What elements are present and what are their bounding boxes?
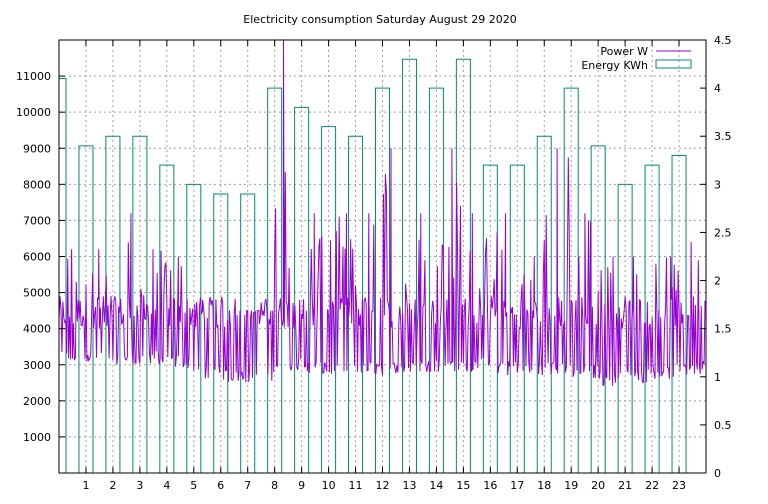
x-tick-label: 20 [591,479,605,492]
x-tick-label: 8 [271,479,278,492]
y-tick-label: 8000 [23,178,51,191]
energy-bar [536,135,552,473]
energy-bar [159,164,175,473]
x-tick-label: 15 [456,479,470,492]
y2-tick-label: 2.5 [714,226,732,239]
y2-tick-label: 0 [714,467,721,480]
x-tick-label: 18 [537,479,551,492]
y2-tick-label: 4.5 [714,34,732,47]
y2-tick-label: 1 [714,371,721,384]
y-tick-label: 10000 [16,106,51,119]
y2-tick-label: 3.5 [714,130,732,143]
x-tick-label: 1 [82,479,89,492]
power-series [58,39,706,387]
legend-label-energy: Energy KWh [581,59,648,72]
x-tick-label: 5 [190,479,197,492]
x-tick-label: 17 [510,479,524,492]
x-tick-label: 10 [322,479,336,492]
y2-tick-label: 2 [714,275,721,288]
x-tick-label: 9 [298,479,305,492]
legend-swatch-energy [655,59,692,69]
y2-tick-label: 3 [714,178,721,191]
y-tick-label: 6000 [23,251,51,264]
x-tick-label: 16 [483,479,497,492]
y-tick-label: 4000 [23,323,51,336]
x-tick-label: 13 [402,479,416,492]
y-tick-label: 3000 [23,359,51,372]
x-tick-label: 2 [109,479,116,492]
x-tick-label: 7 [244,479,251,492]
x-tick-label: 12 [376,479,390,492]
x-tick-label: 14 [429,479,443,492]
y-tick-label: 1000 [23,431,51,444]
x-tick-label: 11 [349,479,363,492]
legend-label-power: Power W [600,45,648,58]
x-tick-label: 19 [564,479,578,492]
y-tick-label: 5000 [23,287,51,300]
y2-tick-label: 4 [714,82,721,95]
energy-bar [374,87,391,473]
energy-bar [58,77,67,473]
energy-bar [294,106,310,473]
x-tick-label: 21 [618,479,632,492]
y-tick-label: 7000 [23,214,51,227]
grid-lines [59,40,706,473]
axes: 1 2 3 4 5 6 7 8 9 10 11 12 13 14 15 16 17 18 19 20 21 22 23100… [16,34,732,492]
x-tick-label: 22 [645,479,659,492]
x-tick-label: 6 [217,479,224,492]
y-tick-label: 11000 [16,70,51,83]
y-tick-label: 2000 [23,395,51,408]
energy-bar [267,87,283,473]
x-tick-label: 23 [672,479,686,492]
energy-bar [671,154,687,473]
energy-bar [186,183,202,473]
y-tick-label: 9000 [23,142,51,155]
chart-title: Electricity consumption Saturday August … [243,13,516,26]
y2-tick-label: 1.5 [714,323,732,336]
y2-tick-label: 0.5 [714,419,732,432]
x-tick-label: 4 [163,479,170,492]
power-line [58,39,706,387]
legend: Power W Energy KWh [581,45,692,72]
energy-bar [401,58,417,473]
x-tick-label: 3 [136,479,143,492]
